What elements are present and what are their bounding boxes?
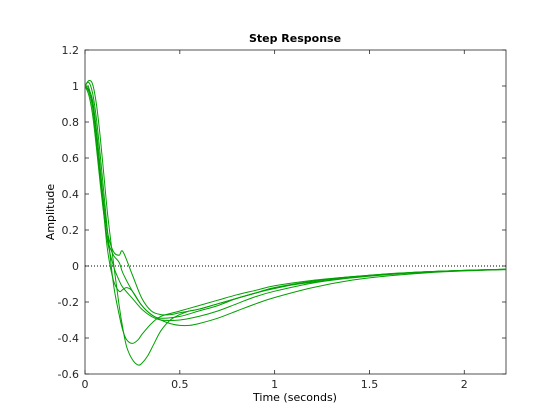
y-tick-label: 0 — [72, 260, 79, 273]
x-tick-label: 0 — [82, 378, 89, 391]
y-axis-title: Amplitude — [44, 184, 57, 241]
plot-area: 0 0.5 1 1.5 2 -0.6 -0.4 -0.2 0 0.2 0.4 0.6 0.8 1 1.2 — [58, 44, 507, 391]
series-line-6 — [85, 85, 506, 316]
x-tick-label: 2 — [461, 378, 468, 391]
series-line-4 — [85, 85, 506, 321]
x-tick-label: 0.5 — [171, 378, 189, 391]
y-tick-label: -0.4 — [58, 332, 79, 345]
y-tick-label: 0.2 — [62, 224, 80, 237]
chart-title: Step Response — [249, 32, 341, 45]
x-tick-label: 1 — [271, 378, 278, 391]
y-tick-label: 1.2 — [62, 44, 80, 57]
y-tick-label: 1 — [72, 80, 79, 93]
series-line-1 — [85, 79, 506, 366]
y-tick-label: 0.8 — [62, 116, 80, 129]
y-tick-label: 0.6 — [62, 152, 80, 165]
x-axis-title: Time (seconds) — [252, 391, 337, 404]
y-tick-label: 0.4 — [62, 188, 80, 201]
axes-box — [84, 49, 507, 375]
x-tick-label: 1.5 — [361, 378, 379, 391]
series-line-5 — [85, 85, 506, 327]
y-tick-label: -0.2 — [58, 296, 79, 309]
y-tick-label: -0.6 — [58, 368, 79, 381]
